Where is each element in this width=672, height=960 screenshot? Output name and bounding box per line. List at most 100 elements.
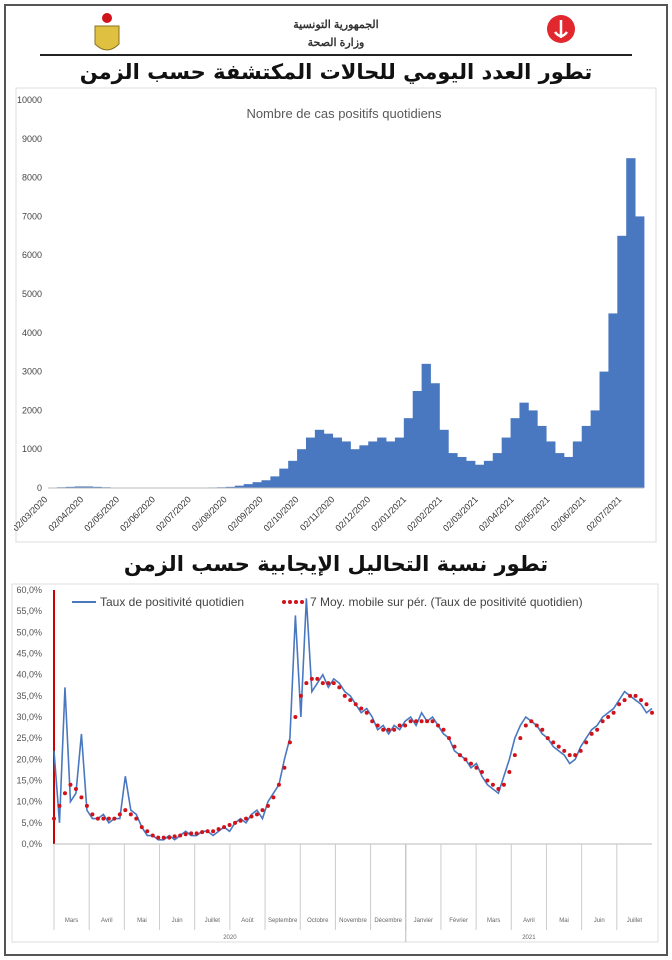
moving-average-point [578,748,583,753]
month-label: Décembre [374,918,402,924]
moving-average-point [408,719,413,724]
moving-average-point [419,719,424,724]
month-label: Avril [523,918,535,924]
moving-average-point [62,791,67,796]
moving-average-point [265,803,270,808]
bar [448,453,458,488]
moving-average-point [304,681,309,686]
y-tick-label: 60,0% [16,585,42,595]
moving-average-point [644,702,649,707]
moving-average-point [414,719,419,724]
moving-average-point [244,816,249,821]
bar [386,441,396,488]
moving-average-point [523,723,528,728]
bar [439,429,449,488]
moving-average-point [227,822,232,827]
moving-average-point [112,816,117,821]
bar [83,486,93,488]
y-tick-label: 35,0% [16,691,42,701]
moving-average-point [468,761,473,766]
y-tick-label: 0 [37,483,42,493]
moving-average-point [150,833,155,838]
y-tick-label: 30,0% [16,712,42,722]
bar [501,437,511,488]
year-label: 2020 [223,935,237,941]
y-tick-label: 2000 [22,405,42,415]
y-tick-label: 5000 [22,289,42,299]
y-tick-label: 4000 [22,328,42,338]
moving-average-point [238,818,243,823]
moving-average-point [600,719,605,724]
bar [92,486,102,488]
moving-average-point [249,814,254,819]
moving-average-point [490,782,495,787]
y-tick-label: 0,0% [21,839,42,849]
moving-average-point [211,829,216,834]
month-label: Mai [559,918,569,924]
month-label: Juin [172,918,183,924]
legend-dot-swatch [288,600,292,604]
bar [297,449,307,488]
y-tick-label: 6000 [22,250,42,260]
moving-average-point [276,782,281,787]
month-label: Avril [101,918,113,924]
moving-average-point [156,835,161,840]
bar [350,449,360,488]
bar [65,486,76,488]
legend-label: 7 Moy. mobile sur pér. (Taux de positivi… [310,595,583,609]
bar [368,441,378,488]
moving-average-point [370,719,375,724]
moving-average-point [123,808,128,813]
bar [252,482,262,488]
tunisia-coat-of-arms-logo [94,13,120,51]
moving-average-point [95,816,100,821]
moving-average-point [650,710,654,715]
moving-average-point [260,808,265,813]
month-label: Octobre [307,918,329,924]
moving-average-point [628,693,633,698]
y-tick-label: 55,0% [16,606,42,616]
moving-average-point [622,698,627,703]
bar [528,410,538,488]
chart-title: Nombre de cas positifs quotidiens [246,106,442,121]
moving-average-point [606,715,611,719]
moving-average-point [447,736,452,741]
moving-average-point [200,830,205,835]
chart2-arabic-title: تطور نسبة التحاليل الإيجابية حسب الزمن [123,552,549,576]
month-label: Février [449,918,468,924]
moving-average-point [474,765,479,770]
bar [305,437,316,488]
legend-dot-swatch [300,600,304,604]
moving-average-point [216,827,221,832]
bar [394,437,405,488]
moving-average-point [337,685,342,690]
moving-average-point [381,727,386,732]
moving-average-point [496,786,501,791]
moving-average-point [512,753,517,758]
y-tick-label: 40,0% [16,670,42,680]
month-label: Novembre [339,918,367,924]
y-tick-label: 7000 [22,211,42,221]
y-tick-label: 3000 [22,367,42,377]
bar [430,383,440,488]
bar [608,313,618,488]
moving-average-point [68,782,73,787]
bar [243,484,253,488]
bar [377,437,387,488]
moving-average-point [57,803,62,808]
moving-average-point [106,816,111,821]
moving-average-point [167,835,172,840]
moving-average-point [425,719,430,724]
moving-average-point [161,835,166,840]
moving-average-point [397,723,402,728]
moving-average-point [326,681,331,686]
health-ministry-logo [547,15,575,43]
moving-average-point [567,753,572,758]
moving-average-point [293,715,298,719]
moving-average-point [282,765,287,770]
republic-label: الجمهورية التونسية [293,19,379,31]
moving-average-point [79,795,84,800]
moving-average-point [540,727,545,732]
moving-average-point [485,778,490,783]
bar [537,425,547,488]
